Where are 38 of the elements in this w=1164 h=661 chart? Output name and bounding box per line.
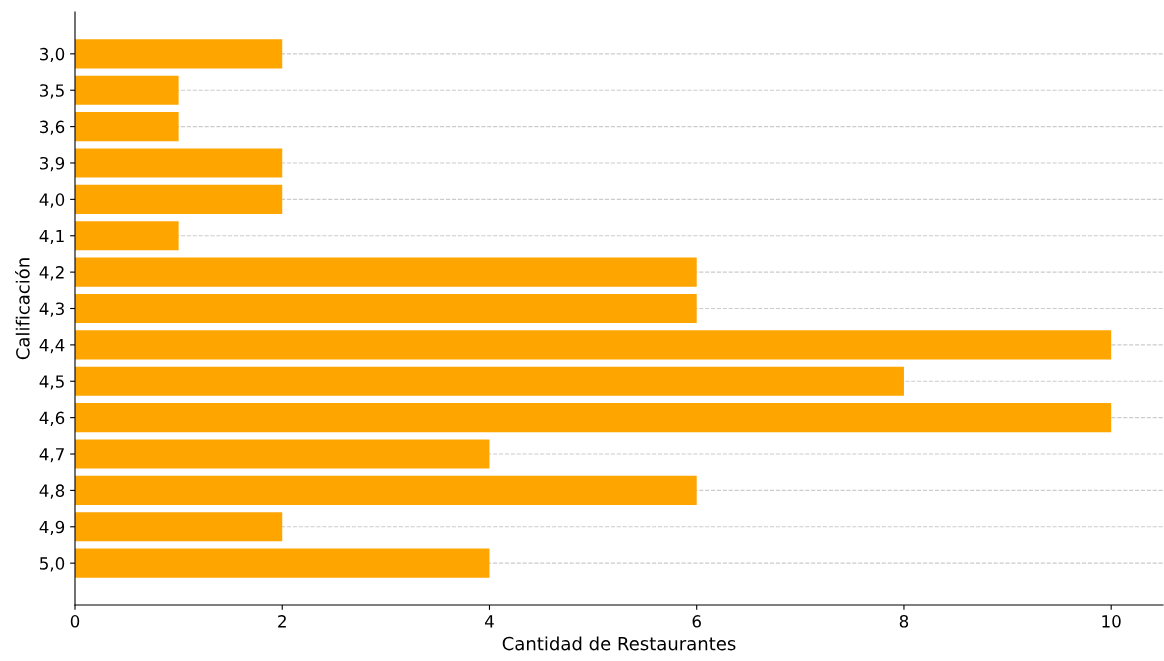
y-tick-label: 3,5 [40,84,64,99]
bar [75,512,283,542]
bar [75,112,179,142]
y-tick-label: 3,6 [40,120,65,135]
y-tick-label: 4,5 [39,375,64,390]
bar [75,39,283,69]
y-tick-label: 4,7 [39,448,64,463]
x-tick-label: 8 [899,615,909,628]
bar [75,330,1112,360]
y-tick-label: 4,1 [39,229,64,245]
y-tick-label: 3,0 [40,47,65,63]
bar [75,548,490,578]
y-tick-label: 4,2 [39,266,64,281]
bar [75,293,697,324]
y-tick-label: 4,0 [39,193,65,208]
y-axis-title: Calificación [15,258,30,360]
x-axis-title: Cantidad de Restaurantes [502,636,736,651]
bar [75,184,283,214]
bar [75,366,904,396]
y-tick-label: 4,3 [39,302,64,317]
x-tick-label: 0 [70,615,80,628]
y-tick-label: 3,9 [40,156,65,172]
bar [75,148,283,178]
bar [75,75,179,105]
y-tick-label: 4,6 [39,411,65,426]
bar [75,403,1112,433]
y-tick-label: 4,9 [39,520,65,536]
x-tick-label: 10 [1102,615,1121,628]
y-tick-label: 5,0 [40,557,65,572]
bar [75,257,697,287]
x-tick-label: 6 [692,615,701,628]
x-tick-label: 4 [484,615,494,628]
y-tick-label: 4,8 [39,484,65,499]
bar [75,221,179,251]
bar [75,475,697,505]
bar [75,439,490,469]
x-tick-label: 2 [278,615,286,628]
y-tick-label: 4,4 [39,339,65,354]
